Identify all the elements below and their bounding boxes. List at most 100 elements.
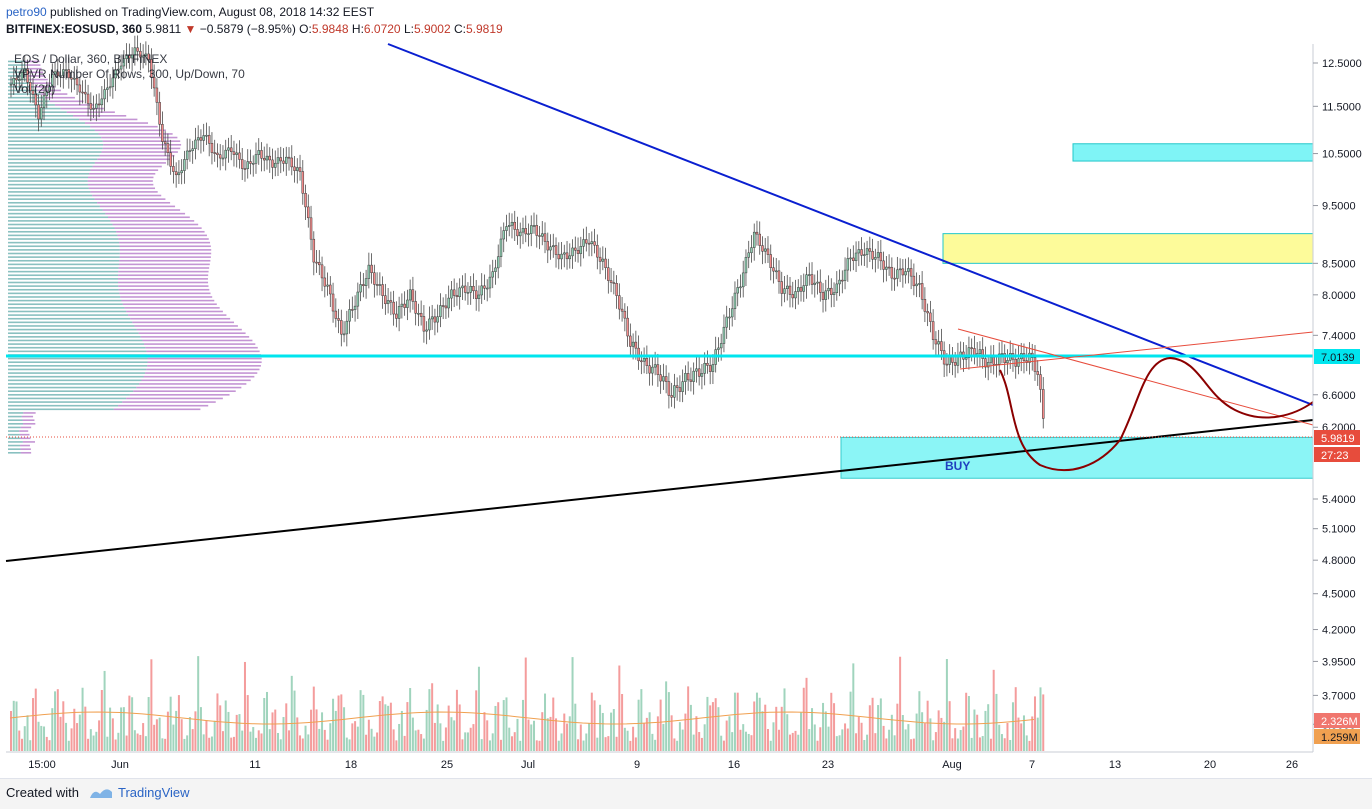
candle-body — [750, 248, 752, 253]
volume-bar — [296, 717, 298, 751]
volume-bar — [1026, 735, 1028, 751]
candle-body — [244, 169, 246, 170]
author-link[interactable]: petro90 — [6, 5, 47, 19]
volume-bar — [833, 703, 835, 751]
volume-bar — [869, 705, 871, 751]
vpvr-up-bar — [8, 108, 61, 110]
volume-bar — [104, 671, 106, 751]
volume-bar — [200, 707, 202, 751]
volume-bar — [197, 656, 199, 751]
candle-body — [888, 267, 890, 268]
vpvr-down-bar — [128, 314, 226, 316]
volume-bar — [384, 704, 386, 751]
candle-body — [192, 149, 194, 151]
legend-vpvr[interactable]: VPVR Number Of Rows, 300, Up/Down, 70 — [14, 67, 245, 82]
volume-bar — [470, 728, 472, 751]
legend-volume[interactable]: Vol (20) — [14, 82, 245, 97]
candle-body — [1037, 372, 1039, 375]
volume-bar — [172, 725, 174, 751]
volume-bar — [817, 741, 819, 751]
volume-bar — [913, 739, 915, 751]
volume-bar — [192, 729, 194, 751]
vpvr-down-bar — [116, 231, 204, 233]
candle-body — [896, 270, 898, 279]
candle-body — [412, 290, 414, 302]
symbol-name: BITFINEX:EOSUSD, 360 — [6, 22, 142, 36]
candle-body — [885, 267, 887, 269]
candle-body — [775, 271, 777, 272]
volume-bar — [87, 739, 89, 751]
candle-body — [552, 246, 554, 247]
candle-body — [971, 348, 973, 349]
volume-bar — [156, 719, 158, 751]
vpvr-down-bar — [124, 307, 219, 309]
candle-body — [665, 377, 667, 382]
candle-body — [1034, 358, 1036, 372]
legend-symbol[interactable]: EOS / Dollar, 360, BITFINEX — [14, 52, 245, 67]
volume-bar — [965, 693, 967, 751]
candle-body — [205, 135, 207, 136]
candle-body — [594, 242, 596, 246]
volume-bar — [428, 689, 430, 751]
volume-bar — [651, 734, 653, 751]
vpvr-down-bar — [143, 376, 254, 378]
candle-body — [428, 319, 430, 330]
candle-body — [450, 290, 452, 298]
volume-bar — [539, 741, 541, 751]
publish-header: petro90 published on TradingView.com, Au… — [6, 4, 374, 20]
volume-bar — [230, 738, 232, 751]
vpvr-down-bar — [93, 166, 162, 168]
vpvr-up-bar — [8, 173, 89, 175]
vpvr-down-bar — [88, 177, 153, 179]
vpvr-down-bar — [95, 162, 166, 164]
volume-bar — [839, 735, 841, 751]
volume-bar — [167, 712, 169, 751]
volume-bar — [806, 678, 808, 751]
candle-body — [627, 318, 629, 336]
volume-bar — [525, 658, 527, 751]
volume-bar — [354, 721, 356, 751]
candle-body — [178, 173, 180, 175]
candle-body — [599, 257, 601, 261]
candle-body — [420, 313, 422, 316]
volume-bar — [858, 717, 860, 751]
vpvr-up-bar — [8, 394, 130, 396]
candle-body — [753, 232, 755, 247]
price-tick-label: 4.2000 — [1322, 625, 1356, 637]
volume-bar — [60, 717, 62, 751]
vpvr-up-bar — [8, 213, 105, 215]
volume-bar — [753, 701, 755, 751]
tradingview-link[interactable]: TradingView — [118, 785, 190, 800]
volume-bar — [305, 726, 307, 751]
vpvr-up-bar — [8, 289, 119, 291]
volume-bar — [16, 701, 18, 751]
volume-bar — [475, 690, 477, 751]
volume-bar — [709, 705, 711, 751]
candle-body — [508, 225, 510, 226]
zone-cyan-top — [1073, 144, 1313, 161]
candle-body — [910, 268, 912, 276]
volume-bar — [899, 657, 901, 751]
volume-bar — [423, 739, 425, 751]
candle-body — [973, 348, 975, 355]
volume-bar — [847, 729, 849, 751]
volume-bar — [1037, 718, 1039, 751]
volume-bar — [321, 712, 323, 751]
vpvr-up-bar — [8, 412, 23, 414]
vpvr-down-bar — [88, 180, 153, 182]
vpvr-up-bar — [8, 242, 119, 244]
candle-body — [717, 348, 719, 350]
price-tick-label: 5.4000 — [1322, 494, 1356, 506]
vpvr-up-bar — [8, 195, 92, 197]
volume-bar — [715, 698, 717, 751]
candle-body — [456, 295, 458, 296]
volume-bar — [84, 707, 86, 751]
candle-body — [954, 362, 956, 365]
candle-body — [442, 306, 444, 307]
volume-bar — [918, 691, 920, 751]
volume-bar — [415, 730, 417, 751]
volume-bar — [786, 714, 788, 751]
vpvr-up-bar — [8, 137, 101, 139]
volume-bar — [558, 741, 560, 751]
volume-bar — [145, 736, 147, 751]
